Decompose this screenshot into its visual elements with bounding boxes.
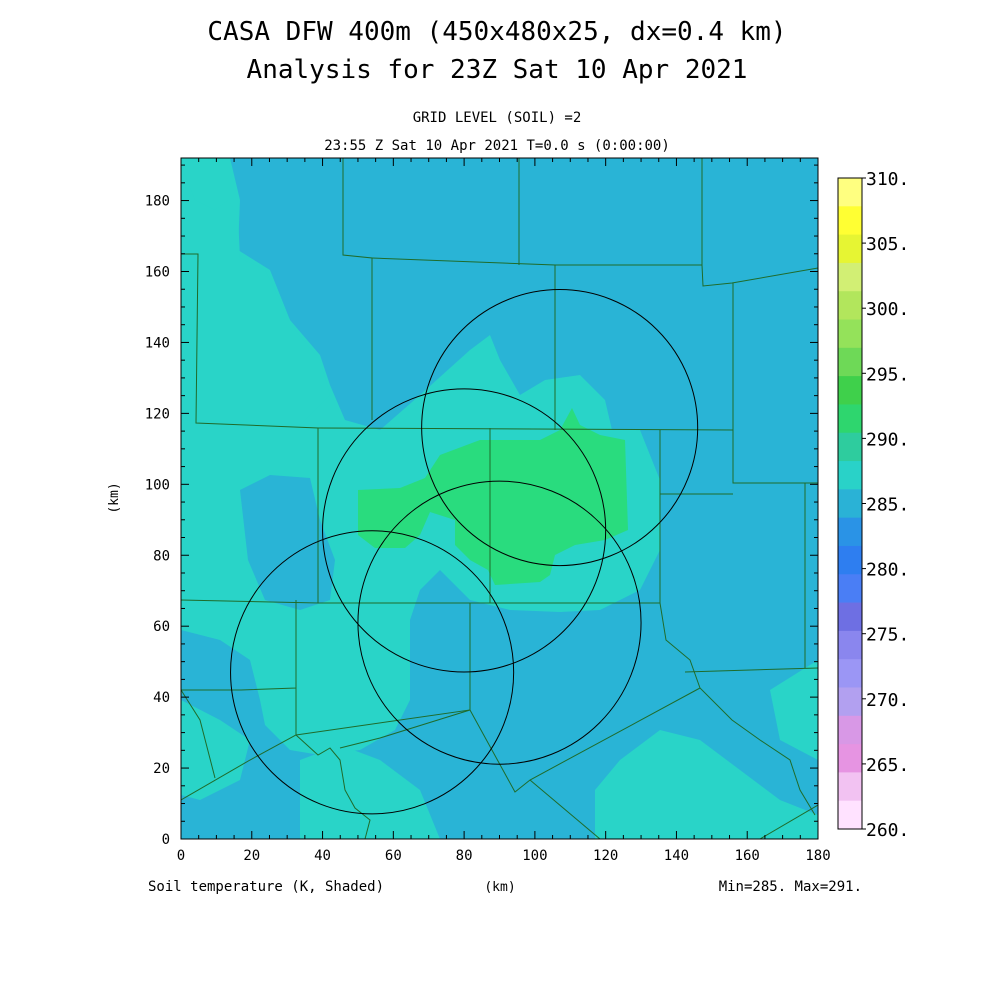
colorbar-swatch — [838, 432, 862, 462]
colorbar-label: 260. — [866, 820, 909, 841]
y-tick-label: 0 — [162, 832, 170, 848]
y-tick-label: 100 — [145, 477, 170, 493]
radar-range-circles — [230, 289, 699, 815]
colorbar-label: 300. — [866, 299, 909, 320]
time-label: 23:55 Z Sat 10 Apr 2021 T=0.0 s (0:00:00… — [324, 138, 670, 154]
colorbar-swatch — [838, 319, 862, 349]
grid-level-label: GRID LEVEL (SOIL) =2 — [413, 110, 582, 126]
colorbar-swatch — [838, 545, 862, 575]
colorbar-swatch — [838, 602, 862, 632]
x-axis-label: (km) — [484, 880, 515, 895]
field-region-mid-e — [770, 660, 818, 760]
x-tick-label: 140 — [664, 848, 689, 864]
colorbar-label: 290. — [866, 429, 909, 450]
y-tick-label: 180 — [145, 194, 170, 210]
y-tick-label: 160 — [145, 265, 170, 281]
min-max-label: Min=285. Max=291. — [719, 879, 862, 895]
y-axis-label: (km) — [107, 482, 122, 513]
colorbar-label: 265. — [866, 755, 909, 776]
colorbar-swatch — [838, 772, 862, 802]
colorbar-label: 295. — [866, 364, 909, 385]
x-tick-label: 0 — [177, 848, 185, 864]
colorbar-swatch — [838, 404, 862, 434]
radar-circle-1 — [421, 289, 699, 567]
colorbar-swatch — [838, 517, 862, 547]
colorbar-swatch — [838, 574, 862, 604]
colorbar-swatch — [838, 206, 862, 236]
title-line-2: Analysis for 23Z Sat 10 Apr 2021 — [247, 55, 748, 85]
x-tick-label: 180 — [805, 848, 830, 864]
colorbar-swatch — [838, 659, 862, 688]
y-tick-label: 80 — [153, 548, 170, 564]
colorbar-label: 280. — [866, 560, 909, 581]
title-line-1: CASA DFW 400m (450x480x25, dx=0.4 km) — [207, 17, 786, 47]
y-tick-label: 60 — [153, 619, 170, 635]
radar-circle-3 — [357, 480, 642, 765]
colorbar-label: 310. — [866, 169, 909, 190]
colorbar-swatch — [838, 178, 862, 207]
y-tick-label: 120 — [145, 406, 170, 422]
colorbar-label: 275. — [866, 625, 909, 646]
colorbar-swatch — [838, 744, 862, 773]
x-tick-label: 80 — [456, 848, 473, 864]
field-region-warm — [358, 408, 628, 585]
x-tick-label: 20 — [243, 848, 260, 864]
axes: 0 20 40 60 80 100 120 140 160 180 0 20 40 60 80 100 120 1… — [145, 158, 831, 864]
colorbar-swatch — [838, 800, 862, 830]
field-region-mid-sw — [181, 700, 250, 800]
colorbar-label: 305. — [866, 234, 909, 255]
x-tick-label: 160 — [735, 848, 760, 864]
y-tick-label: 20 — [153, 761, 170, 777]
x-tick-label: 100 — [522, 848, 547, 864]
county-boundaries — [181, 158, 818, 839]
colorbar-swatch — [838, 489, 862, 519]
x-tick-label: 40 — [314, 848, 331, 864]
soil-temperature-map — [181, 158, 818, 839]
x-tick-label: 120 — [593, 848, 618, 864]
colorbar-swatch — [838, 461, 862, 490]
colorbar: 310. 305. 300. 295. 290. 285. 280. 275. 270. 265.… — [837, 169, 909, 841]
y-tick-label: 40 — [153, 690, 170, 706]
field-region-cool-patch — [240, 475, 335, 610]
colorbar-swatch — [838, 291, 862, 321]
colorbar-swatch — [838, 687, 862, 717]
field-description: Soil temperature (K, Shaded) — [148, 879, 384, 895]
radar-circle-2 — [322, 388, 607, 673]
field-region-mid-nw — [181, 165, 330, 425]
field-region-mid-se — [595, 730, 818, 839]
colorbar-swatch — [838, 630, 862, 660]
colorbar-label: 270. — [866, 690, 909, 711]
field-region-mid-s — [300, 745, 440, 839]
colorbar-swatch — [838, 234, 862, 264]
radar-circle-4 — [230, 530, 515, 815]
y-tick-label: 140 — [145, 335, 170, 351]
colorbar-swatch — [838, 376, 862, 405]
colorbar-swatch — [838, 347, 862, 377]
x-tick-label: 60 — [385, 848, 402, 864]
colorbar-swatch — [838, 262, 862, 292]
colorbar-label: 285. — [866, 495, 909, 516]
colorbar-swatch — [838, 715, 862, 745]
